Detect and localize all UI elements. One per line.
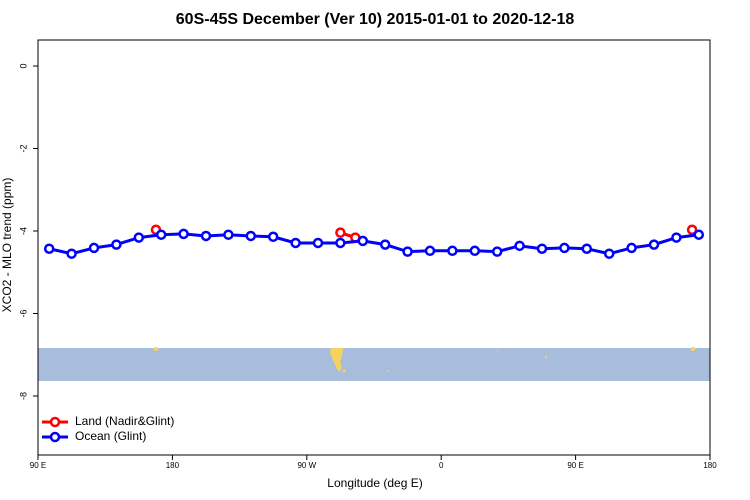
map-strip xyxy=(38,347,710,381)
data-point xyxy=(514,240,525,252)
data-point xyxy=(424,245,436,257)
data-point xyxy=(178,228,189,240)
y-tick-label: -4 xyxy=(18,227,28,235)
data-point xyxy=(66,248,77,259)
x-tick-label: 90 E xyxy=(30,461,46,470)
series-line xyxy=(340,230,692,238)
data-point xyxy=(245,230,257,242)
data-point xyxy=(155,229,167,240)
data-point xyxy=(648,239,660,250)
data-point xyxy=(671,232,682,243)
data-point xyxy=(290,237,301,249)
data-point xyxy=(402,246,413,257)
chart-title: 60S-45S December (Ver 10) 2015-01-01 to … xyxy=(176,11,575,28)
y-tick-label: -8 xyxy=(18,392,28,400)
legend-marker xyxy=(49,416,61,428)
data-point xyxy=(686,224,698,236)
legend-label: Ocean (Glint) xyxy=(75,429,146,443)
data-point xyxy=(133,232,145,243)
data-point xyxy=(357,235,369,247)
data-point xyxy=(379,239,391,250)
data-point xyxy=(335,227,346,238)
data-point xyxy=(111,239,122,250)
legend-marker xyxy=(49,431,61,443)
y-tick-label: -6 xyxy=(18,309,28,317)
x-tick-label: 90 E xyxy=(567,461,583,470)
data-point xyxy=(603,248,615,259)
data-point xyxy=(312,237,324,249)
legend-label: Land (Nadir&Glint) xyxy=(75,414,174,428)
data-point xyxy=(626,242,637,254)
y-tick-label: 0 xyxy=(18,63,28,68)
data-point xyxy=(43,243,55,254)
y-axis-label: XCO2 - MLO trend (ppm) xyxy=(0,178,14,313)
x-tick-label: 90 W xyxy=(297,461,316,470)
data-point xyxy=(491,246,503,257)
x-tick-label: 180 xyxy=(166,461,180,470)
x-tick-label: 0 xyxy=(439,461,444,470)
data-point xyxy=(469,245,481,257)
data-point xyxy=(223,229,234,240)
data-point xyxy=(88,242,100,254)
x-tick-label: 180 xyxy=(703,461,717,470)
data-point xyxy=(447,245,458,257)
data-point xyxy=(693,229,705,240)
data-point xyxy=(267,231,279,243)
data-point xyxy=(536,243,548,254)
data-point xyxy=(200,230,212,242)
plot-frame xyxy=(37,39,711,456)
series-line xyxy=(48,232,699,256)
data-point xyxy=(335,237,346,249)
data-point xyxy=(581,243,593,254)
data-point xyxy=(559,242,570,254)
y-tick-label: -2 xyxy=(18,144,28,152)
x-axis-label: Longitude (deg E) xyxy=(327,476,422,490)
